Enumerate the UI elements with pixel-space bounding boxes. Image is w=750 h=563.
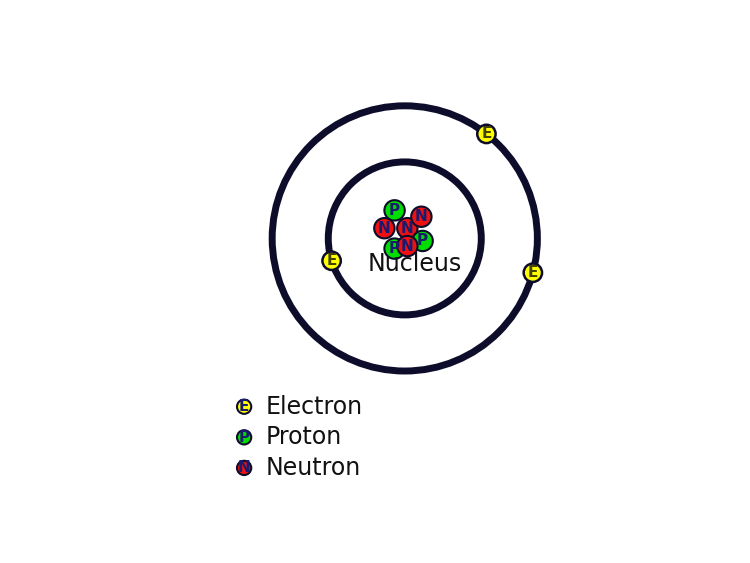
- Circle shape: [237, 461, 251, 475]
- Circle shape: [398, 236, 418, 256]
- Circle shape: [385, 238, 405, 259]
- Text: Nucleus: Nucleus: [368, 252, 462, 276]
- Text: E: E: [528, 265, 538, 280]
- Circle shape: [385, 200, 405, 221]
- Text: N: N: [401, 239, 414, 253]
- Text: N: N: [415, 209, 428, 224]
- Text: P: P: [389, 241, 400, 256]
- Circle shape: [237, 400, 251, 414]
- Text: Neutron: Neutron: [266, 456, 361, 480]
- Circle shape: [413, 231, 433, 251]
- Text: N: N: [378, 221, 391, 236]
- Text: E: E: [239, 399, 249, 414]
- Text: P: P: [417, 234, 428, 248]
- Text: Proton: Proton: [266, 425, 342, 449]
- Text: E: E: [326, 253, 337, 269]
- Circle shape: [398, 218, 418, 238]
- Text: Electron: Electron: [266, 395, 363, 419]
- Text: N: N: [238, 461, 250, 475]
- Text: N: N: [401, 221, 414, 236]
- Circle shape: [322, 252, 340, 270]
- Text: P: P: [238, 430, 250, 445]
- Text: P: P: [389, 203, 400, 218]
- Circle shape: [524, 263, 542, 282]
- Circle shape: [477, 125, 496, 143]
- Circle shape: [374, 218, 394, 238]
- Circle shape: [237, 430, 251, 444]
- Circle shape: [411, 207, 431, 227]
- Text: E: E: [482, 127, 491, 141]
